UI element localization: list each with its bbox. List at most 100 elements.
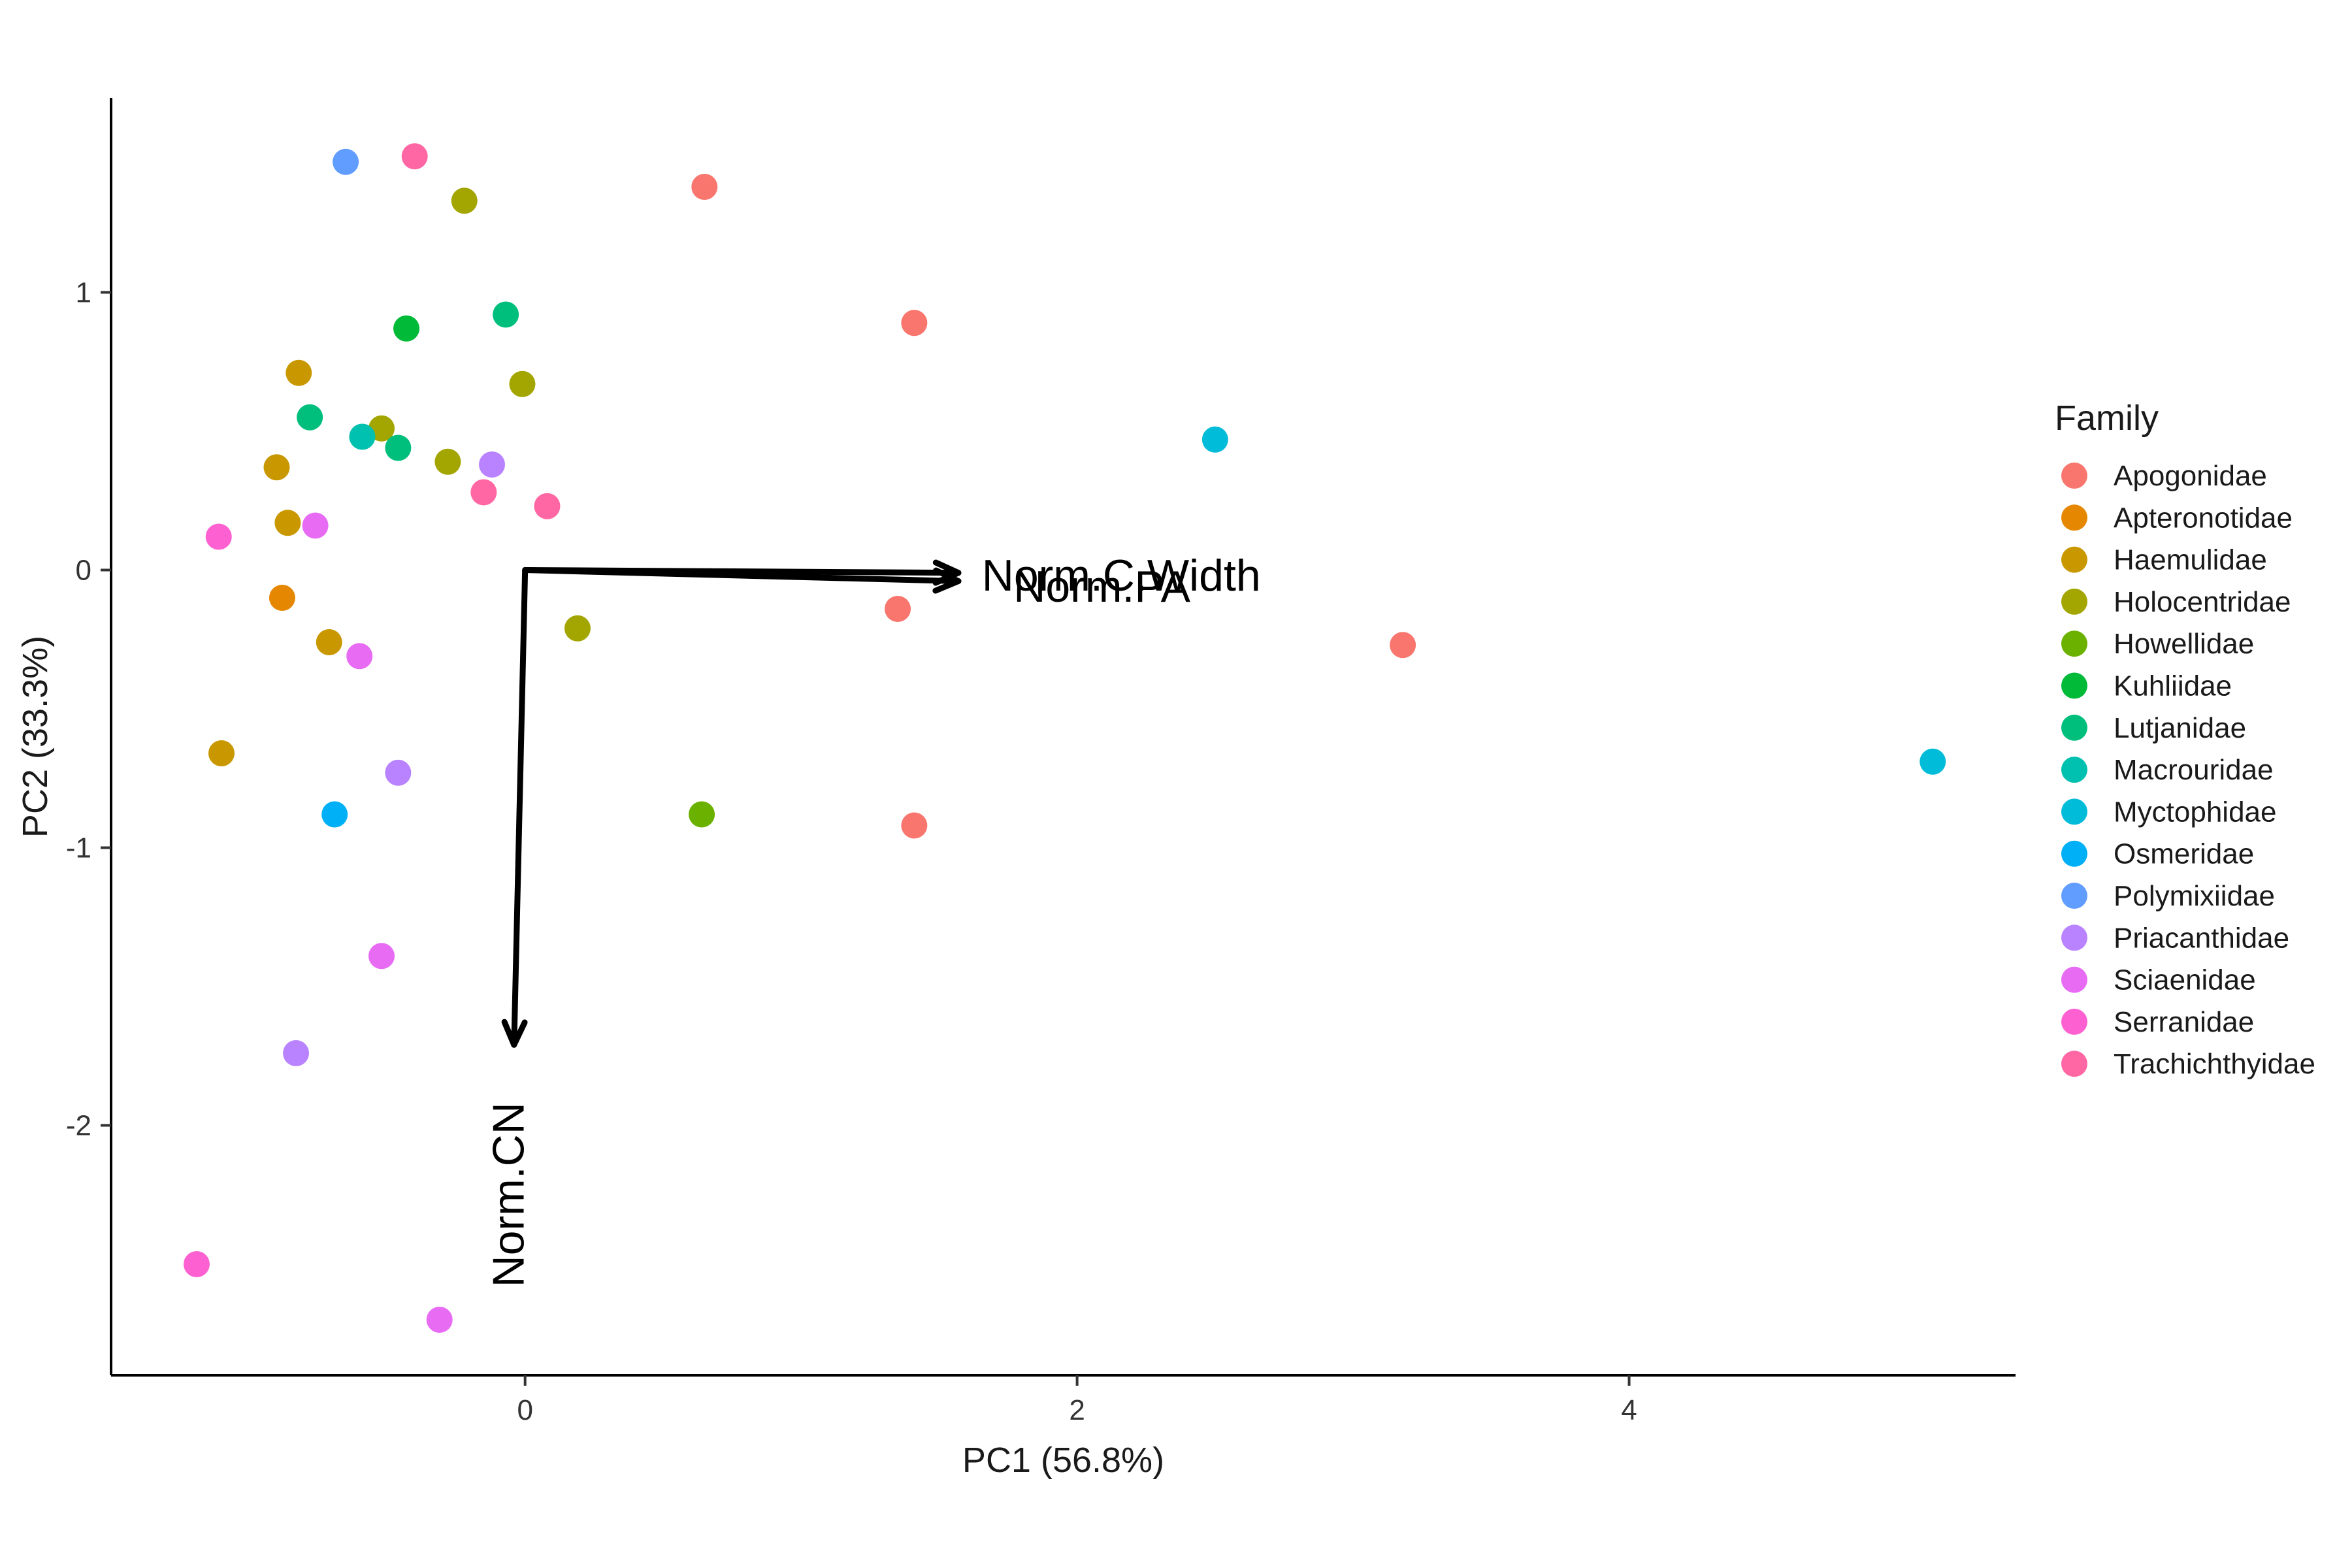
data-point: [564, 615, 591, 642]
legend-item-polymixiidae: Polymixiidae: [2061, 880, 2275, 912]
data-point: [385, 434, 412, 461]
legend-swatch: [2061, 546, 2087, 573]
data-point: [274, 510, 301, 536]
data-point: [689, 801, 715, 828]
legend-swatch: [2061, 504, 2087, 531]
series-apogonidae: [691, 174, 1416, 839]
x-axis-title: PC1 (56.8%): [962, 1441, 1164, 1480]
legend-item-myctophidae: Myctophidae: [2061, 796, 2276, 828]
legend-label: Polymixiidae: [2114, 880, 2275, 912]
legend-label: Trachichthyidae: [2114, 1048, 2315, 1080]
legend-label: Myctophidae: [2114, 796, 2276, 828]
data-point: [368, 943, 395, 970]
data-point: [1390, 632, 1416, 659]
legend-swatch: [2061, 1051, 2087, 1077]
data-point: [183, 1251, 210, 1277]
legend-swatch: [2061, 757, 2087, 783]
legend-swatch: [2061, 840, 2087, 867]
series-polymixiidae: [333, 148, 359, 175]
data-point: [885, 596, 911, 622]
x-tick-label: 2: [1069, 1394, 1085, 1426]
legend-swatch: [2061, 798, 2087, 825]
data-point: [393, 315, 420, 342]
legend-swatch: [2061, 714, 2087, 741]
legend-item-sciaenidae: Sciaenidae: [2061, 964, 2256, 996]
x-tick-label: 4: [1621, 1394, 1637, 1426]
data-point: [302, 512, 329, 539]
y-ticks: 1 0 -1 -2: [66, 277, 111, 1142]
data-point: [493, 301, 519, 328]
y-tick-label: 0: [76, 555, 91, 587]
legend-label: Priacanthidae: [2114, 922, 2289, 954]
series-howellidae: [689, 801, 715, 828]
legend-item-apogonidae: Apogonidae: [2061, 460, 2267, 492]
legend-title: Family: [2055, 399, 2159, 438]
data-point: [470, 479, 497, 506]
legend-swatch: [2061, 630, 2087, 657]
legend-label: Kuhliidae: [2114, 670, 2232, 702]
data-point: [208, 740, 235, 766]
x-tick-label: 0: [517, 1394, 532, 1426]
legend-label: Holocentridae: [2114, 586, 2291, 618]
legend-swatch: [2061, 588, 2087, 615]
legend-label: Haemulidae: [2114, 544, 2267, 576]
legend-label: Apteronotidae: [2114, 502, 2293, 534]
data-point: [316, 629, 342, 655]
data-point: [479, 451, 505, 478]
legend-item-haemulidae: Haemulidae: [2061, 544, 2267, 576]
legend-label: Serranidae: [2114, 1006, 2254, 1038]
legend-item-holocentridae: Holocentridae: [2061, 586, 2291, 618]
vector-arrow: [511, 567, 529, 1048]
series-myctophidae: [1201, 426, 1946, 775]
x-ticks: 0 2 4: [517, 1375, 1637, 1426]
data-point: [333, 148, 359, 175]
series-priacanthidae: [283, 451, 505, 1066]
legend-swatch: [2061, 1008, 2087, 1035]
vector-label: Norm.C.Width: [982, 551, 1261, 600]
vector-label: Norm.CN: [483, 1102, 533, 1287]
axes: 0 2 4 1 0 -1 -2 PC1 (56.8%) PC2 (33.3%): [16, 98, 2016, 1480]
legend-label: Lutjanidae: [2114, 712, 2246, 744]
series-trachichthyidae: [401, 143, 561, 519]
data-point: [346, 643, 373, 670]
vector-arrowhead: [501, 1019, 528, 1048]
series-serranidae: [183, 523, 232, 1277]
data-point: [283, 1040, 310, 1066]
points-layer: [183, 143, 1946, 1333]
series-osmeridae: [321, 801, 348, 828]
legend-swatch: [2061, 672, 2087, 699]
legend-item-serranidae: Serranidae: [2061, 1006, 2254, 1038]
legend-swatch: [2061, 924, 2087, 951]
data-point: [263, 454, 290, 481]
series-macrouridae: [349, 423, 376, 450]
y-axis-title: PC2 (33.3%): [16, 636, 55, 838]
legend-item-trachichthyidae: Trachichthyidae: [2061, 1048, 2315, 1080]
series-kuhliidae: [393, 315, 420, 342]
legend-swatch: [2061, 966, 2087, 993]
data-point: [434, 448, 461, 475]
data-point: [1201, 426, 1228, 453]
data-point: [534, 493, 561, 519]
legend: Family Apogonidae Apteronotidae Haemulidae…: [2055, 399, 2315, 1080]
legend-label: Macrouridae: [2114, 754, 2274, 786]
series-apteronotidae: [269, 585, 295, 611]
legend-item-kuhliidae: Kuhliidae: [2061, 670, 2232, 702]
data-point: [349, 423, 376, 450]
legend-item-howellidae: Howellidae: [2061, 628, 2254, 660]
vector-label: Norm.PA: [1013, 562, 1190, 612]
data-point: [286, 359, 312, 386]
legend-items: Apogonidae Apteronotidae Haemulidae Holocen…: [2061, 460, 2315, 1080]
y-tick-label: -1: [66, 832, 91, 864]
legend-item-macrouridae: Macrouridae: [2061, 754, 2274, 786]
legend-swatch: [2061, 463, 2087, 489]
vector-norm-pa: Norm.PA: [522, 562, 1191, 612]
legend-item-priacanthidae: Priacanthidae: [2061, 922, 2289, 954]
vector-arrowhead: [932, 567, 962, 594]
legend-item-apteronotidae: Apteronotidae: [2061, 502, 2293, 534]
y-tick-label: -2: [66, 1110, 91, 1142]
data-point: [451, 188, 478, 214]
y-tick-label: 1: [76, 277, 91, 309]
data-point: [205, 523, 232, 550]
